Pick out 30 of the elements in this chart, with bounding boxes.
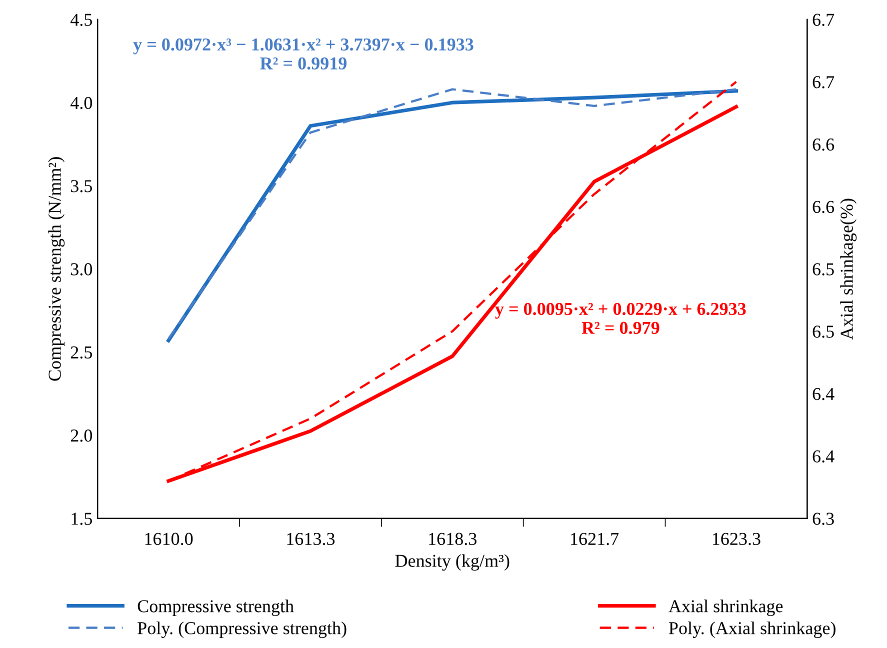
x-tick-label: 1618.3	[429, 532, 476, 546]
legend-label: Compressive strength	[138, 600, 294, 616]
legend-label: Poly. (Axial shrinkage)	[668, 622, 836, 638]
y2-tick-label: 6.4	[812, 450, 834, 463]
y-axis-title: Compressive strength (N/mm²)	[48, 157, 65, 381]
y2-tick-label: 6.7	[812, 76, 834, 88]
x-tick-label: 1623.3	[712, 532, 760, 546]
y-tick-label: 1.5	[72, 512, 92, 525]
legend-label: Poly. (Compressive strength)	[138, 622, 346, 638]
x-tick-label: 1621.7	[571, 532, 619, 546]
y2-tick-label: 6.5	[812, 263, 834, 276]
y-tick-label: 4.0	[70, 96, 92, 110]
annotation: y = 0.0095·x² + 0.0229·x + 6.2933 R² = 0.979	[495, 302, 746, 334]
annotation: y = 0.0972·x³ − 1.0631·x² + 3.7397·x − 0.1933 R² = 0.9919	[133, 38, 474, 70]
y2-tick-label: 6.5	[812, 326, 834, 338]
y-tick-label: 4.5	[70, 14, 92, 26]
y2-tick-label: 6.6	[812, 138, 834, 151]
y2-tick-label: 6.7	[812, 14, 834, 26]
y2-axis-title: Axial shrinkage(%)	[840, 198, 857, 340]
x-axis-title: Density (kg/m³)	[395, 554, 510, 571]
y2-tick-label: 6.4	[812, 388, 834, 400]
y2-tick-label: 6.3	[812, 512, 834, 525]
y-tick-label: 2.5	[70, 346, 92, 359]
y-tick-label: 2.0	[70, 429, 92, 442]
x-tick-label: 1610.0	[145, 532, 193, 546]
y-tick-label: 3.5	[71, 180, 92, 192]
y-tick-label: 3.0	[71, 263, 92, 276]
legend-label: Axial shrinkage	[668, 600, 783, 616]
x-tick-label: 1613.3	[287, 532, 335, 546]
y2-tick-label: 6.6	[812, 200, 834, 214]
